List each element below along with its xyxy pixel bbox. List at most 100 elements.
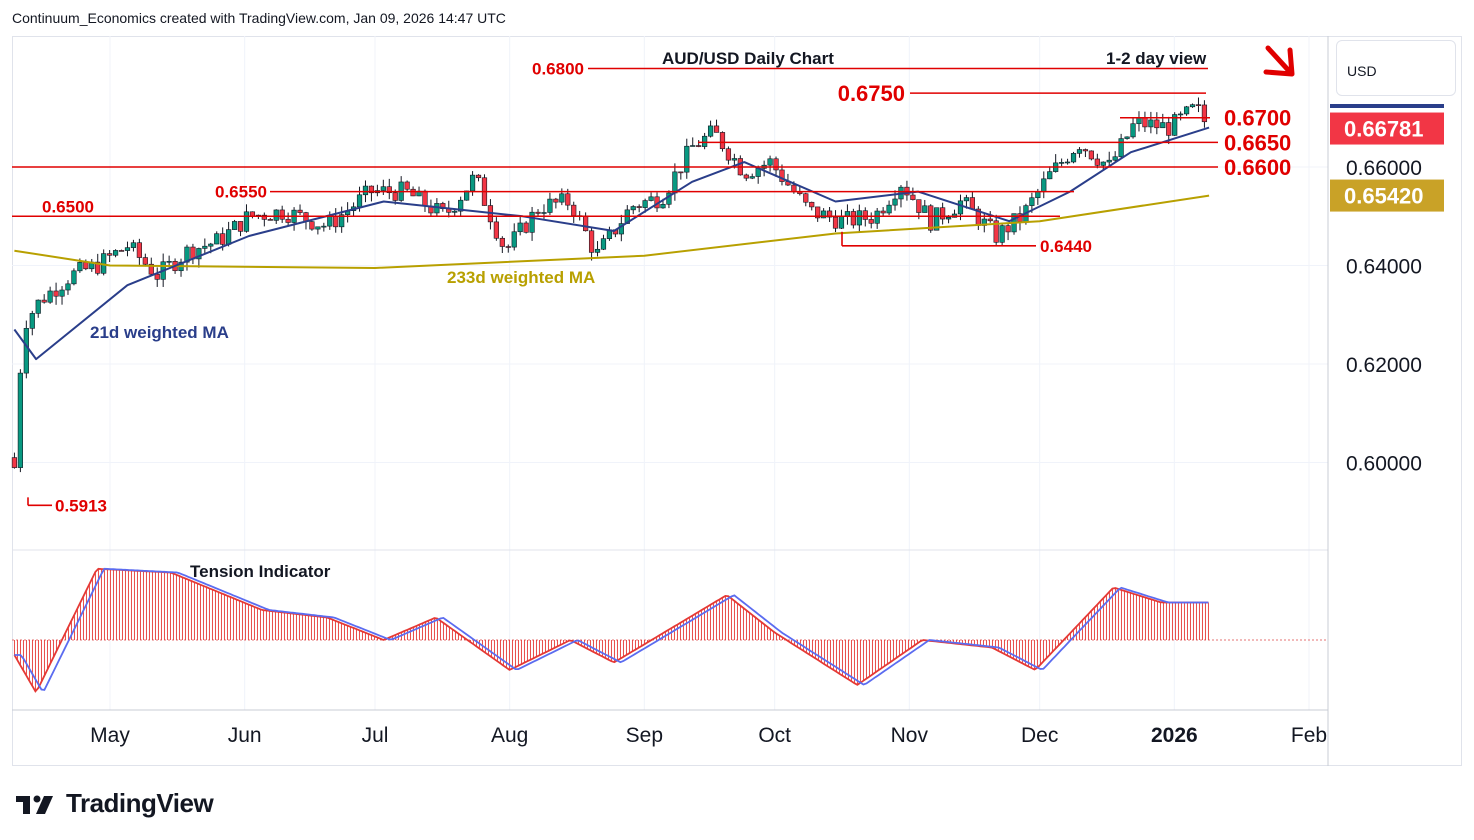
tradingview-brand[interactable]: TradingView	[14, 788, 214, 819]
tension-line	[13, 567, 1209, 693]
level-label: 0.6650	[1224, 130, 1291, 155]
candle-body	[95, 261, 101, 274]
candle-body	[743, 174, 749, 179]
candle-body	[791, 184, 797, 193]
time-tick-label: May	[90, 724, 130, 747]
candle-body	[475, 174, 482, 179]
time-tick-label: Feb	[1291, 724, 1327, 747]
candle-body	[83, 262, 89, 270]
candle-body	[648, 196, 654, 201]
ma21-line	[13, 126, 1210, 361]
candle-body	[529, 211, 535, 233]
candle-body	[749, 176, 755, 179]
view-horizon-label: 1-2 day view	[1106, 49, 1207, 68]
candle-body	[1160, 122, 1166, 129]
candle-body	[719, 132, 726, 150]
candle-body	[535, 211, 541, 214]
candle-body	[999, 225, 1005, 243]
candle-body	[1118, 138, 1124, 158]
candle-body	[362, 185, 369, 196]
candle-body	[41, 299, 47, 303]
candle-body	[35, 299, 41, 314]
candle-body	[23, 328, 29, 374]
candle-body	[678, 171, 684, 174]
level-label: 0.6600	[1224, 155, 1291, 180]
candle-body	[1106, 159, 1112, 163]
candle-body	[511, 231, 517, 248]
candle-body	[130, 242, 137, 248]
candle-body	[1201, 104, 1208, 123]
candle-body	[1100, 161, 1106, 166]
level-label: 0.6550	[215, 183, 267, 202]
currency-selector[interactable]: USD	[1336, 40, 1456, 96]
candle-body	[386, 186, 392, 194]
candle-body	[684, 145, 690, 173]
candle-body	[957, 200, 964, 215]
candle-body	[910, 194, 916, 200]
candle-body	[368, 185, 375, 194]
candle-body	[713, 125, 720, 133]
candle-body	[29, 313, 35, 329]
candle-body	[1130, 123, 1136, 138]
candle-body	[309, 221, 315, 230]
time-tick-label: Aug	[491, 724, 528, 747]
candle-body	[559, 193, 565, 203]
candle-body	[1183, 106, 1190, 115]
candle-body	[1172, 114, 1178, 136]
candle-body	[945, 217, 952, 220]
candle-body	[1195, 104, 1202, 106]
candle-body	[422, 190, 428, 207]
candle-body	[17, 372, 23, 468]
level-label: 0.6500	[42, 197, 94, 216]
tradingview-wordmark: TradingView	[66, 788, 214, 818]
candle-body	[208, 243, 214, 247]
candle-body	[660, 203, 666, 209]
candle-body	[410, 188, 416, 197]
candle-body	[588, 230, 595, 253]
candle-body	[249, 211, 256, 217]
candle-body	[731, 158, 737, 161]
candle-body	[1029, 197, 1035, 206]
candle-body	[600, 238, 607, 250]
candle-body	[196, 248, 202, 260]
level-label: 0.5913	[55, 496, 107, 515]
candle-body	[237, 221, 244, 232]
candle-body	[690, 145, 696, 147]
ma233-label: 233d weighted MA	[447, 268, 595, 287]
candle-body	[261, 214, 267, 220]
level-label: 0.6750	[838, 81, 905, 106]
candle-body	[630, 206, 636, 211]
candle-body	[71, 270, 77, 285]
candle-body	[809, 201, 815, 208]
candle-body	[1064, 161, 1071, 164]
candle-body	[315, 226, 321, 230]
candle-body	[1142, 117, 1148, 128]
candle-body	[154, 273, 160, 280]
time-tick-label: Jul	[362, 724, 389, 747]
candle-body	[523, 222, 529, 233]
candle-body	[285, 218, 291, 223]
candle-body	[458, 199, 464, 212]
candle-body	[124, 247, 131, 251]
ma-price-badge	[1330, 179, 1444, 212]
candle-body	[832, 216, 839, 229]
bearish-arrow-icon	[1263, 45, 1295, 77]
candle-body	[267, 219, 273, 221]
candle-body	[969, 197, 975, 210]
candle-body	[273, 209, 279, 221]
candle-body	[333, 215, 339, 228]
candle-body	[850, 211, 856, 226]
candle-body	[547, 198, 553, 213]
candle-body	[321, 225, 327, 228]
candle-body	[356, 194, 363, 208]
candle-body	[636, 206, 642, 208]
candle-body	[166, 260, 172, 263]
ma-price-label: 0.65420	[1344, 184, 1424, 209]
candle-body	[993, 220, 999, 243]
candle-body	[148, 263, 154, 275]
candle-body	[297, 209, 303, 213]
candle-body	[541, 212, 547, 214]
time-tick-label: Oct	[758, 724, 791, 747]
